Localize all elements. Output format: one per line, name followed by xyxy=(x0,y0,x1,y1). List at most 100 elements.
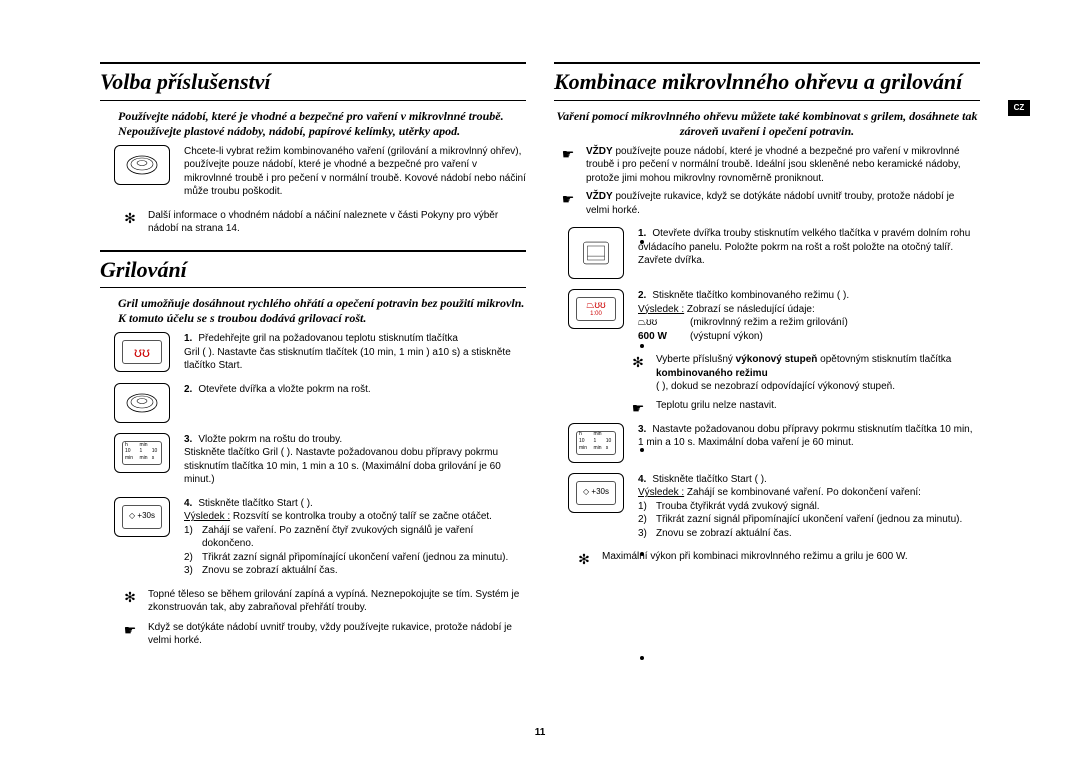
r-step2-row: ⏢ʊʊ1:00 2.Stiskněte tlačítko kombinované… xyxy=(554,289,980,343)
power-key: 600 W xyxy=(638,330,690,344)
section2-title: Grilování xyxy=(100,250,526,289)
r-noteA: ✻ Maximální výkon při kombinaci mikrovln… xyxy=(554,550,980,569)
s2-noteB: ☛ Když se dotýkáte nádobí uvnitř trouby,… xyxy=(100,621,526,648)
info-icon: ✻ xyxy=(628,353,648,372)
step-num-1: 1. xyxy=(184,333,192,344)
r-bul1: ☛ VŽDY používejte pouze nádobí, které je… xyxy=(554,145,980,186)
r-step4-row: ◇ +30s 4.Stiskněte tlačítko Start ( ). V… xyxy=(554,473,980,541)
s2-step4-res: Rozsvítí se kontrolka trouby a otočný ta… xyxy=(233,511,492,522)
info-icon: ✻ xyxy=(120,588,140,607)
result-label-r4: Výsledek : xyxy=(638,487,684,498)
info-icon: ✻ xyxy=(574,550,594,569)
r-step1-row: 1.Otevřete dvířka trouby stisknutím velk… xyxy=(554,227,980,279)
r-step3-text: 3.Nastavte požadovanou dobu přípravy pok… xyxy=(638,423,980,450)
r-step4a: Stiskněte tlačítko Start ( ). xyxy=(652,474,766,485)
s2-sub3: Znovu se zobrazí aktuální čas. xyxy=(202,564,338,578)
cookware-illus xyxy=(114,145,170,185)
info-icon: ✻ xyxy=(120,209,140,228)
r-sub3: Znovu se zobrazí aktuální čas. xyxy=(656,527,792,541)
s2-step3-row: h10 minmin1 min10 s 3. Vložte pokrm na ro… xyxy=(100,433,526,487)
combi-display-illus: ⏢ʊʊ1:00 xyxy=(568,289,624,329)
r-noteA-text: Maximální výkon při kombinaci mikrovlnné… xyxy=(602,550,980,564)
r-bul2-text: VŽDY používejte rukavice, když se dotýká… xyxy=(586,190,980,217)
s1-text1: Chcete-li vybrat režim kombinovaného vař… xyxy=(184,145,526,199)
s2-step3b: Stiskněte tlačítko Gril ( ). Nastavte po… xyxy=(184,447,501,485)
page-number: 11 xyxy=(0,726,1080,740)
s2-step4-row: ◇ +30s 4. Stiskněte tlačítko Start ( ). V… xyxy=(100,497,526,578)
start-illus: ◇ +30s xyxy=(114,497,170,537)
s2-step2: Otevřete dvířka a vložte pokrm na rošt. xyxy=(198,384,370,395)
section3-intro: Vaření pomocí mikrovlnného ohřevu můžete… xyxy=(554,109,980,139)
result-label: Výsledek : xyxy=(184,511,230,522)
r-bul1-body: používejte pouze nádobí, které je vhodné… xyxy=(586,146,961,184)
r-sub2: Třikrát zazní signál připomínající ukonč… xyxy=(656,513,962,527)
r2-row1: (mikrovlnný režim a režim grilování) xyxy=(690,316,848,330)
grill-display-illus: ʊʊ xyxy=(114,332,170,372)
s2-noteA-text: Topné těleso se během grilování zapíná a… xyxy=(148,588,526,615)
timer-illus-r: h10 minmin1 min10 s xyxy=(568,423,624,463)
s1-note1: ✻ Další informace o vhodném nádobí a náč… xyxy=(100,209,526,236)
step-num-1r: 1. xyxy=(638,228,646,239)
n2b: výkonový stupeň xyxy=(736,354,818,365)
r-step1-text: 1.Otevřete dvířka trouby stisknutím velk… xyxy=(638,227,980,268)
s2-step3a: Vložte pokrm na roštu do trouby. xyxy=(198,434,342,445)
r-bul1-text: VŽDY používejte pouze nádobí, které je v… xyxy=(586,145,980,186)
r-sub1: Trouba čtyřikrát vydá zvukový signál. xyxy=(656,500,820,514)
page: Volba příslušenství Používejte nádobí, k… xyxy=(100,0,980,654)
s2-step1b: Gril ( ). Nastavte čas stisknutím tlačít… xyxy=(184,347,511,372)
r-step4-text: 4.Stiskněte tlačítko Start ( ). Výsledek… xyxy=(638,473,980,541)
oven-illus xyxy=(568,227,624,279)
s2-step2-row: 2. Otevřete dvířka a vložte pokrm na rošt… xyxy=(100,383,526,423)
s2-step2-text: 2. Otevřete dvířka a vložte pokrm na rošt… xyxy=(184,383,526,397)
r2-row2: (výstupní výkon) xyxy=(690,330,763,344)
step-num-2: 2. xyxy=(184,384,192,395)
r-step3-row: h10 minmin1 min10 s 3.Nastavte požadovan… xyxy=(554,423,980,463)
r-step2-note2-text: Teplotu grilu nelze nastavit. xyxy=(656,399,980,413)
r-step1: Otevřete dvířka trouby stisknutím velkéh… xyxy=(638,228,970,266)
result-label-r2: Výsledek : xyxy=(638,304,684,315)
sub-1: 1) xyxy=(184,524,202,551)
step-num-4: 4. xyxy=(184,498,192,509)
r-bul2-body: používejte rukavice, když se dotýkáte ná… xyxy=(586,191,954,216)
n2e: ( ), dokud se nezobrazí odpovídající výk… xyxy=(656,381,895,392)
combi-icon-cell: ⏢ʊʊ xyxy=(638,316,690,330)
column-divider xyxy=(640,240,644,660)
s2-sub1: Zahájí se vaření. Po zaznění čtyř zvukov… xyxy=(202,524,526,551)
r-step4-res: Zahájí se kombinované vaření. Po dokonče… xyxy=(687,487,921,498)
s2-step4a: Stiskněte tlačítko Start ( ). xyxy=(198,498,312,509)
s2-step1a: Předehřejte gril na požadovanou teplotu … xyxy=(198,333,458,344)
hand-icon: ☛ xyxy=(120,621,140,640)
section3-title: Kombinace mikrovlnného ohřevu a grilován… xyxy=(554,62,980,101)
sub-3: 3) xyxy=(184,564,202,578)
s2-step4-text: 4. Stiskněte tlačítko Start ( ). Výsledek… xyxy=(184,497,526,578)
section1-title: Volba příslušenství xyxy=(100,62,526,101)
section1-intro: Používejte nádobí, které je vhodné a bez… xyxy=(118,109,526,139)
r-step2-note2: ☛ Teplotu grilu nelze nastavit. xyxy=(624,399,980,418)
start-illus-r: ◇ +30s xyxy=(568,473,624,513)
left-column: Volba příslušenství Používejte nádobí, k… xyxy=(100,62,526,654)
s1-note1-text: Další informace o vhodném nádobí a náčin… xyxy=(148,209,526,236)
r-bul1-label: VŽDY xyxy=(586,146,613,157)
lang-badge: CZ xyxy=(1008,100,1030,116)
cookware-illus-2 xyxy=(114,383,170,423)
s2-noteB-text: Když se dotýkáte nádobí uvnitř trouby, v… xyxy=(148,621,526,648)
s2-step1-text: 1. Předehřejte gril na požadovanou teplot… xyxy=(184,332,526,373)
step-num-3: 3. xyxy=(184,434,192,445)
hand-icon: ☛ xyxy=(558,190,578,209)
r-bul2: ☛ VŽDY používejte rukavice, když se dotý… xyxy=(554,190,980,217)
sub-2: 2) xyxy=(184,551,202,565)
n2d: kombinovaného režimu xyxy=(656,368,768,379)
hand-icon: ☛ xyxy=(558,145,578,164)
r-step2-note1-text: Vyberte příslušný výkonový stupeň opětov… xyxy=(656,353,980,394)
s2-step1-row: ʊʊ 1. Předehřejte gril na požadovanou tep… xyxy=(100,332,526,373)
s2-noteA: ✻ Topné těleso se během grilování zapíná… xyxy=(100,588,526,615)
n2a: Vyberte příslušný xyxy=(656,354,736,365)
s2-step3-text: 3. Vložte pokrm na roštu do trouby. Stisk… xyxy=(184,433,526,487)
hand-icon: ☛ xyxy=(628,399,648,418)
timer-illus: h10 minmin1 min10 s xyxy=(114,433,170,473)
r-step2a: Stiskněte tlačítko kombinovaného režimu … xyxy=(652,290,849,301)
r-step2-res: Zobrazí se následující údaje: xyxy=(687,304,815,315)
r-step2-note1: ✻ Vyberte příslušný výkonový stupeň opět… xyxy=(624,353,980,394)
r-step3: Nastavte požadovanou dobu přípravy pokrm… xyxy=(638,424,973,449)
right-column: Kombinace mikrovlnného ohřevu a grilován… xyxy=(554,62,980,654)
